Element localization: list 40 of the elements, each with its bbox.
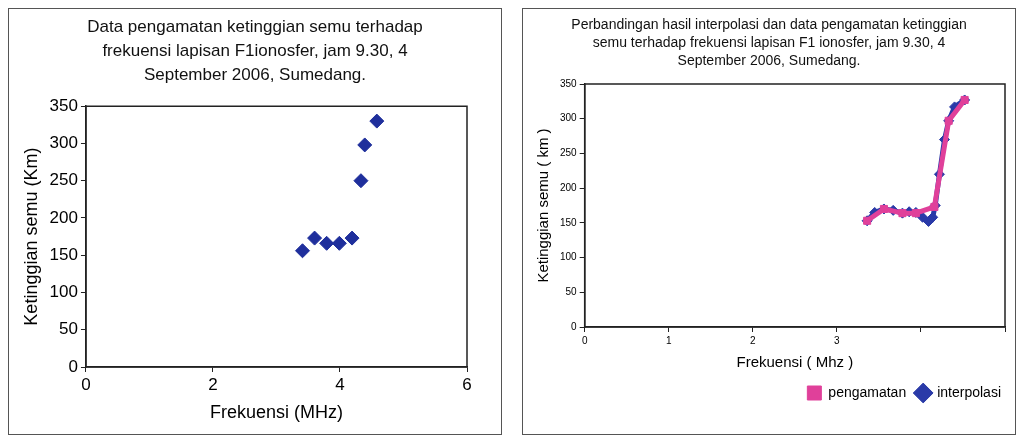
y-tick-label: 100 xyxy=(49,282,78,302)
y-tick-label: 250 xyxy=(560,147,578,159)
y-tick-label: 100 xyxy=(560,251,578,263)
y-tick-label: 350 xyxy=(560,77,578,89)
y-tick-label: 150 xyxy=(560,216,578,228)
x-tick-label: 6 xyxy=(462,374,472,394)
y-tick-label: 350 xyxy=(49,95,78,115)
point xyxy=(357,137,373,153)
y-tick-label: 50 xyxy=(565,286,578,298)
point xyxy=(331,235,347,251)
y-tick-label: 50 xyxy=(59,319,78,339)
y-axis-title: Ketinggian semu ( km ) xyxy=(534,128,552,283)
legend-label: interpolasi xyxy=(937,383,1002,400)
x-tick-label: 3 xyxy=(834,334,841,346)
x-tick-label: 0 xyxy=(81,374,91,394)
x-tick-label: 1 xyxy=(665,334,672,346)
y-tick-label: 200 xyxy=(49,207,78,227)
y-tick-label: 200 xyxy=(560,181,578,193)
chart-title: Perbandingan hasil interpolasi dan data pengamatan ketinggian semu terhadap frekuensi lapisan F1 ionosfer, jam 9.30, 4 September 2006, Sumedang. xyxy=(570,15,968,69)
x-axis-title: Frekuensi ( Mhz ) xyxy=(736,353,854,371)
chart-title: Data pengamatan ketinggian semu terhadap frekuensi lapisan F1ionosfer, jam 9.30, 4 September 2006, Sumedang. xyxy=(86,16,424,86)
point xyxy=(295,243,311,259)
y-tick-label: 250 xyxy=(49,170,78,190)
point xyxy=(319,235,335,251)
point xyxy=(307,230,323,246)
x-tick-label: 2 xyxy=(208,374,218,394)
y-axis-title: Ketinggian semu (Km) xyxy=(20,147,41,326)
y-tick-label: 0 xyxy=(68,356,78,376)
y-tick-label: 0 xyxy=(571,320,578,332)
x-tick-label: 2 xyxy=(750,334,757,346)
point xyxy=(369,113,385,129)
x-axis-title: Frekuensi (MHz) xyxy=(209,402,343,423)
y-tick-label: 300 xyxy=(49,133,78,153)
x-tick-label: 0 xyxy=(581,334,588,346)
y-tick-label: 150 xyxy=(49,244,78,264)
legend-label: pengamatan xyxy=(828,383,907,400)
point xyxy=(344,230,360,246)
x-tick-label: 4 xyxy=(335,374,345,394)
point xyxy=(353,173,369,189)
y-tick-label: 300 xyxy=(560,112,578,124)
